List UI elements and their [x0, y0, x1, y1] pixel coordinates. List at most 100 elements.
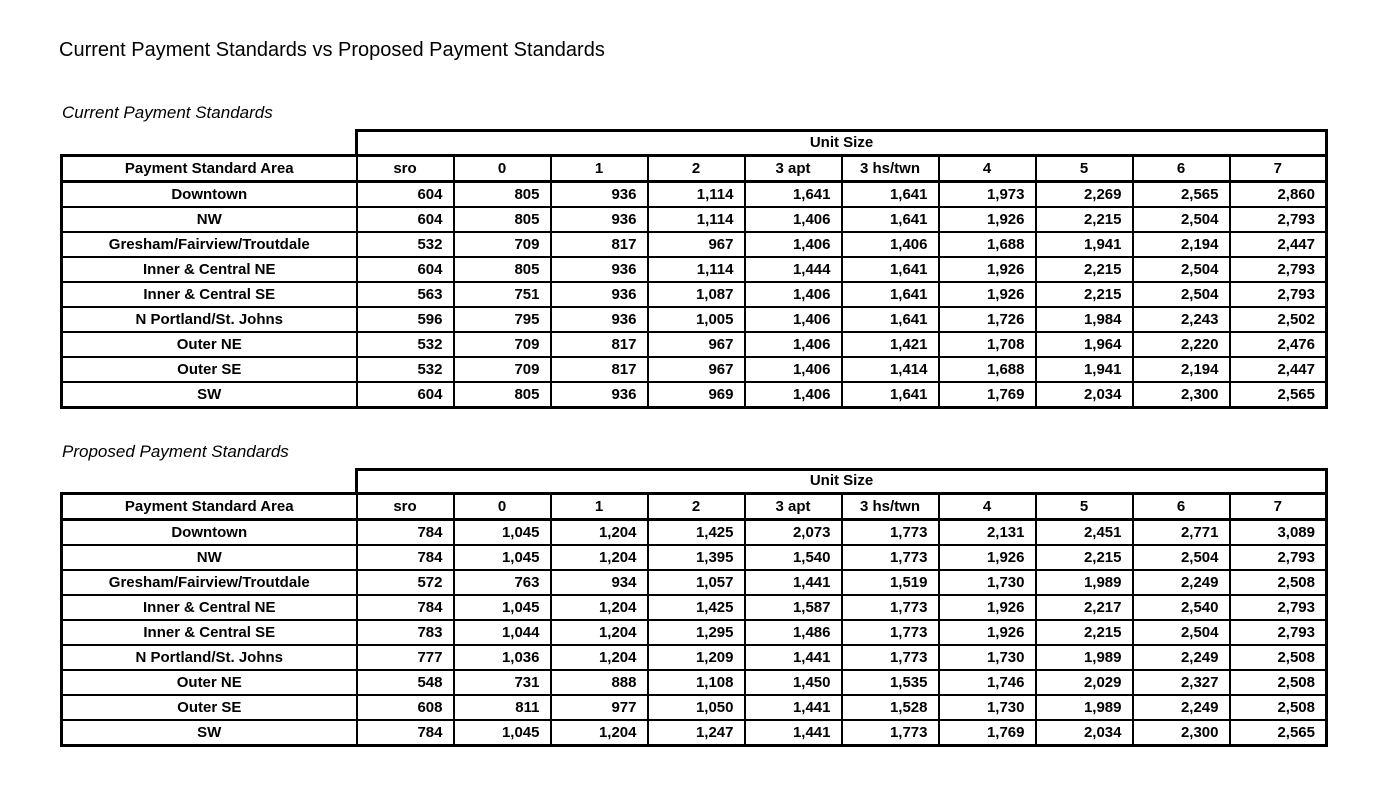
- value-cell: 2,194: [1131, 355, 1231, 383]
- table-head: Unit Size Payment Standard Area sro 0 1 2 3 …: [60, 129, 1328, 183]
- table-body: Downtown 784 1,045 1,204 1,425 2,073 1,773 2,13…: [60, 518, 1328, 747]
- value-cell: 2,243: [1131, 305, 1231, 333]
- value-cell: 795: [452, 305, 552, 333]
- table-row: Outer NE 548 731 888 1,108 1,450 1,535 1,746 2,0…: [60, 669, 1328, 696]
- value-cell: 1,769: [937, 719, 1037, 747]
- column-header: 7: [1228, 153, 1328, 183]
- value-cell: 1,926: [937, 594, 1037, 621]
- value-cell: 2,565: [1131, 180, 1231, 208]
- value-cell: 2,540: [1131, 594, 1231, 621]
- value-cell: 1,984: [1034, 305, 1134, 333]
- value-cell: 1,926: [937, 544, 1037, 571]
- column-header-row: Payment Standard Area sro 0 1 2 3 apt 3 hs/tw…: [60, 153, 1328, 183]
- area-cell: Gresham/Fairview/Troutdale: [60, 230, 358, 258]
- value-cell: 1,204: [549, 544, 649, 571]
- corner-spacer: [62, 469, 357, 494]
- value-cell: 2,300: [1131, 719, 1231, 747]
- value-cell: 751: [452, 280, 552, 308]
- column-header: sro: [355, 492, 455, 521]
- area-cell: Outer NE: [60, 330, 358, 358]
- column-header: 1: [549, 492, 649, 521]
- value-cell: 1,444: [743, 255, 843, 283]
- value-cell: 1,045: [452, 518, 552, 546]
- column-header: 2: [646, 492, 746, 521]
- value-cell: 2,034: [1034, 380, 1134, 409]
- value-cell: 1,204: [549, 594, 649, 621]
- value-cell: 1,941: [1034, 230, 1134, 258]
- value-cell: 709: [452, 355, 552, 383]
- value-cell: 2,194: [1131, 230, 1231, 258]
- table-row: Outer SE 608 811 977 1,050 1,441 1,528 1,730 1,9…: [60, 694, 1328, 721]
- table-row: Inner & Central NE 784 1,045 1,204 1,425 1,58…: [60, 594, 1328, 621]
- value-cell: 2,504: [1131, 205, 1231, 233]
- value-cell: 1,050: [646, 694, 746, 721]
- value-cell: 2,504: [1131, 280, 1231, 308]
- value-cell: 1,726: [937, 305, 1037, 333]
- value-cell: 936: [549, 255, 649, 283]
- area-cell: Downtown: [60, 518, 358, 546]
- area-cell: SW: [60, 380, 358, 409]
- value-cell: 936: [549, 305, 649, 333]
- value-cell: 2,508: [1228, 569, 1328, 596]
- value-cell: 572: [355, 569, 455, 596]
- value-cell: 1,209: [646, 644, 746, 671]
- column-header: 0: [452, 153, 552, 183]
- value-cell: 563: [355, 280, 455, 308]
- column-header: 3 apt: [743, 153, 843, 183]
- value-cell: 1,421: [840, 330, 940, 358]
- value-cell: 1,730: [937, 694, 1037, 721]
- area-cell: Gresham/Fairview/Troutdale: [60, 569, 358, 596]
- value-cell: 2,215: [1034, 544, 1134, 571]
- value-cell: 2,215: [1034, 255, 1134, 283]
- value-cell: 1,045: [452, 594, 552, 621]
- value-cell: 817: [549, 355, 649, 383]
- value-cell: 1,406: [840, 230, 940, 258]
- value-cell: 1,989: [1034, 644, 1134, 671]
- value-cell: 1,204: [549, 518, 649, 546]
- unit-size-row: Unit Size: [62, 129, 1328, 157]
- value-cell: 1,414: [840, 355, 940, 383]
- value-cell: 2,793: [1228, 544, 1328, 571]
- column-header: 3 hs/twn: [840, 153, 940, 183]
- table-row: SW 604 805 936 969 1,406 1,641 1,769 2,034 2,300 2…: [60, 380, 1328, 409]
- value-cell: 1,973: [937, 180, 1037, 208]
- value-cell: 2,131: [937, 518, 1037, 546]
- value-cell: 2,029: [1034, 669, 1134, 696]
- value-cell: 548: [355, 669, 455, 696]
- value-cell: 2,508: [1228, 694, 1328, 721]
- value-cell: 2,217: [1034, 594, 1134, 621]
- value-cell: 1,688: [937, 355, 1037, 383]
- area-cell: Inner & Central SE: [60, 619, 358, 646]
- value-cell: 783: [355, 619, 455, 646]
- column-header: 3 apt: [743, 492, 843, 521]
- value-cell: 731: [452, 669, 552, 696]
- value-cell: 1,425: [646, 594, 746, 621]
- value-cell: 1,519: [840, 569, 940, 596]
- value-cell: 763: [452, 569, 552, 596]
- value-cell: 1,773: [840, 619, 940, 646]
- area-cell: Outer SE: [60, 355, 358, 383]
- value-cell: 2,793: [1228, 594, 1328, 621]
- value-cell: 1,114: [646, 180, 746, 208]
- value-cell: 1,773: [840, 518, 940, 546]
- value-cell: 608: [355, 694, 455, 721]
- value-cell: 967: [646, 355, 746, 383]
- value-cell: 805: [452, 205, 552, 233]
- column-header: 5: [1034, 492, 1134, 521]
- value-cell: 1,989: [1034, 569, 1134, 596]
- value-cell: 1,926: [937, 619, 1037, 646]
- current-payment-standards-table: Unit Size Payment Standard Area sro 0 1 2 3 …: [60, 129, 1328, 409]
- value-cell: 1,773: [840, 644, 940, 671]
- value-cell: 1,535: [840, 669, 940, 696]
- value-cell: 2,476: [1228, 330, 1328, 358]
- value-cell: 2,451: [1034, 518, 1134, 546]
- value-cell: 1,036: [452, 644, 552, 671]
- value-cell: 532: [355, 330, 455, 358]
- value-cell: 1,087: [646, 280, 746, 308]
- value-cell: 1,406: [743, 280, 843, 308]
- value-cell: 709: [452, 230, 552, 258]
- value-cell: 1,641: [840, 280, 940, 308]
- value-cell: 1,204: [549, 719, 649, 747]
- value-cell: 604: [355, 205, 455, 233]
- value-cell: 1,641: [743, 180, 843, 208]
